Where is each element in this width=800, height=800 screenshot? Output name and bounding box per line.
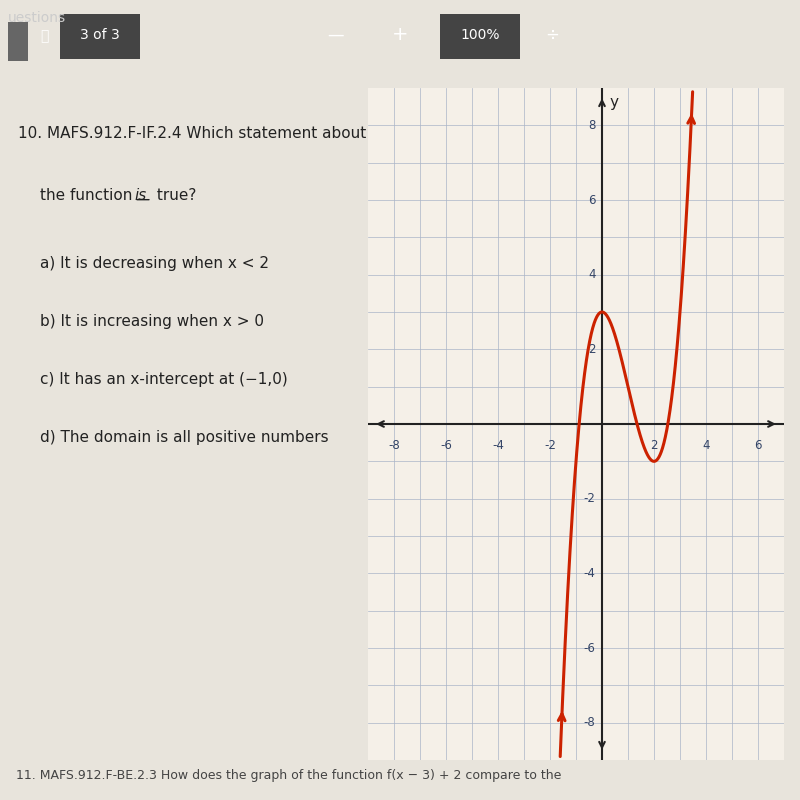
Bar xyxy=(60,14,140,59)
Bar xyxy=(8,22,28,62)
Text: 2: 2 xyxy=(650,439,658,452)
Text: +: + xyxy=(392,25,408,44)
Text: b) It is increasing when x > 0: b) It is increasing when x > 0 xyxy=(40,314,264,329)
Text: 8: 8 xyxy=(588,119,595,132)
Text: the function: the function xyxy=(40,189,137,203)
Text: 4: 4 xyxy=(702,439,710,452)
Bar xyxy=(440,14,520,59)
Text: 6: 6 xyxy=(754,439,762,452)
Text: -2: -2 xyxy=(584,492,595,505)
Text: -2: -2 xyxy=(544,439,556,452)
Text: -4: -4 xyxy=(492,439,504,452)
Text: is: is xyxy=(134,189,146,203)
Text: -4: -4 xyxy=(584,567,595,580)
Text: 100%: 100% xyxy=(460,27,500,42)
Text: -8: -8 xyxy=(388,439,400,452)
Text: a) It is decreasing when x < 2: a) It is decreasing when x < 2 xyxy=(40,256,269,270)
Text: —: — xyxy=(328,26,344,43)
Text: ⌕: ⌕ xyxy=(40,29,48,43)
Text: 2: 2 xyxy=(588,343,595,356)
Text: y: y xyxy=(610,95,619,110)
Text: ÷: ÷ xyxy=(545,26,559,43)
Text: 6: 6 xyxy=(588,194,595,206)
Text: 10. MAFS.912.F-IF.2.4 Which statement about: 10. MAFS.912.F-IF.2.4 Which statement ab… xyxy=(18,126,366,141)
Text: 4: 4 xyxy=(588,268,595,281)
Text: c) It has an x-intercept at (−1,0): c) It has an x-intercept at (−1,0) xyxy=(40,372,287,387)
Text: -8: -8 xyxy=(584,716,595,729)
Text: -6: -6 xyxy=(440,439,452,452)
Text: uestions: uestions xyxy=(8,10,66,25)
Text: true?: true? xyxy=(152,189,196,203)
Text: -6: -6 xyxy=(584,642,595,654)
Text: d) The domain is all positive numbers: d) The domain is all positive numbers xyxy=(40,430,328,446)
Text: 3 of 3: 3 of 3 xyxy=(80,27,120,42)
Text: 11. MAFS.912.F-BE.2.3 How does the graph of the function f(x − 3) + 2 compare to: 11. MAFS.912.F-BE.2.3 How does the graph… xyxy=(16,770,562,782)
